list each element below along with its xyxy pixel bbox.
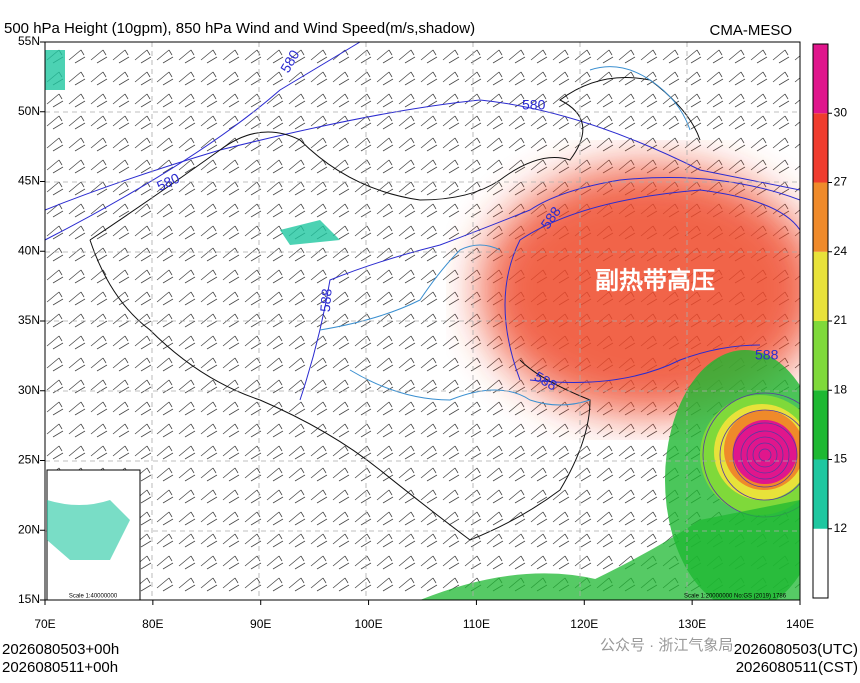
colorbar-label: 30 bbox=[834, 105, 848, 119]
lon-label: 120E bbox=[570, 617, 598, 631]
lon-label: 90E bbox=[250, 617, 271, 631]
colorbar: 12 15 18 21 24 27 30 bbox=[812, 43, 848, 599]
contour-label: 580 bbox=[522, 97, 546, 113]
lon-label: 80E bbox=[142, 617, 163, 631]
colorbar-segment bbox=[813, 390, 828, 460]
colorbar-label: 18 bbox=[834, 382, 848, 396]
contour-label: 588 bbox=[317, 288, 335, 313]
colorbar-label: 24 bbox=[834, 244, 848, 258]
inset-scale: Scale 1:40000000 bbox=[69, 594, 118, 600]
init-time-utc: 2026080503(UTC) bbox=[734, 641, 858, 658]
colorbar-segment bbox=[813, 251, 828, 321]
lat-label: 30N bbox=[18, 383, 40, 397]
lon-label: 110E bbox=[463, 617, 490, 631]
colorbar-segment bbox=[813, 113, 828, 183]
lat-label: 25N bbox=[18, 453, 40, 467]
lat-label: 50N bbox=[18, 104, 40, 118]
region-label: 副热带高压 bbox=[595, 266, 715, 294]
lon-label: 140E bbox=[786, 617, 814, 631]
lat-label: 15N bbox=[18, 592, 40, 606]
lat-label: 55N bbox=[18, 34, 40, 48]
contour-label: 588 bbox=[755, 347, 779, 363]
colorbar-segment bbox=[813, 528, 828, 598]
lat-label: 45N bbox=[18, 174, 40, 188]
colorbar-label: 21 bbox=[834, 313, 848, 327]
lat-labels: 55N 50N 45N 40N 35N 30N 25N 20N 15N bbox=[18, 34, 45, 606]
map-body: 580 580 580 588 588 588 588 副热带高压 Scale … bbox=[45, 42, 800, 600]
lon-labels: 70E 80E 90E 100E 110E 120E 130E 140E bbox=[34, 600, 814, 631]
colorbar-segment bbox=[813, 459, 828, 529]
map-scale: Scale 1:20000000 No:GS (2019) 1786 bbox=[684, 594, 787, 600]
colorbar-label: 12 bbox=[834, 521, 848, 535]
colorbar-label: 15 bbox=[834, 452, 848, 466]
valid-time-cst: 2026080511(CST) bbox=[736, 659, 858, 676]
lon-label: 70E bbox=[34, 617, 55, 631]
colorbar-segment bbox=[813, 321, 828, 391]
lat-label: 35N bbox=[18, 313, 40, 327]
watermark: 公众号 · 浙江气象局 bbox=[600, 637, 733, 654]
lon-label: 130E bbox=[678, 617, 706, 631]
valid-time: 2026080511+00h bbox=[2, 659, 118, 676]
colorbar-segment bbox=[813, 44, 828, 114]
lat-label: 40N bbox=[18, 243, 40, 257]
title: 500 hPa Height (10gpm), 850 hPa Wind and… bbox=[4, 20, 475, 37]
inset-map: Scale 1:40000000 bbox=[46, 469, 141, 600]
colorbar-label: 27 bbox=[834, 175, 848, 189]
source: CMA-MESO bbox=[710, 22, 793, 39]
init-time: 2026080503+00h bbox=[2, 641, 119, 658]
lon-label: 100E bbox=[355, 617, 383, 631]
colorbar-segment bbox=[813, 182, 828, 252]
lat-label: 20N bbox=[18, 522, 40, 536]
